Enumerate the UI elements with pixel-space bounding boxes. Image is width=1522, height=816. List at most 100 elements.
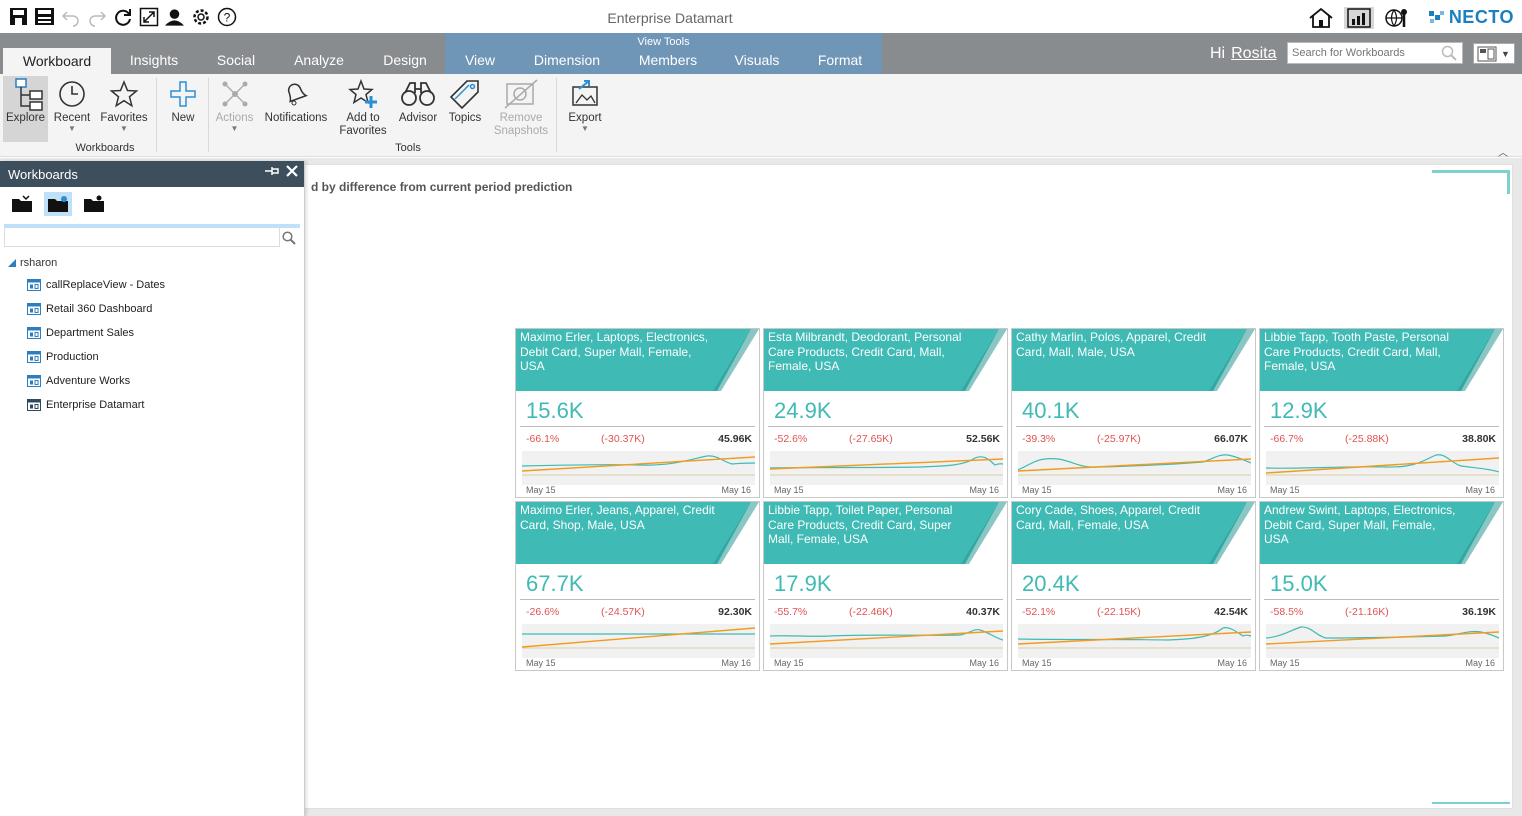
kpi-card[interactable]: Maximo Erler, Laptops, Electronics, Debi… [515, 328, 760, 498]
kpi-target: 42.54K [1214, 606, 1248, 618]
chevron-down-icon: ▼ [1501, 48, 1510, 59]
tab-format[interactable]: Format [817, 52, 863, 68]
kpi-divider [520, 426, 755, 427]
fullscreen-icon[interactable] [138, 6, 159, 27]
kpi-card-header: Cathy Marlin, Polos, Apparel, Credit Car… [1012, 329, 1255, 391]
kpi-card-title: Libbie Tapp, Tooth Paste, Personal Care … [1264, 330, 1450, 373]
kpi-percent-change: -66.7% [1270, 433, 1304, 445]
workboard-list-item-label: Department Sales [46, 327, 135, 339]
add-to-favorites-button[interactable]: Add to Favorites [337, 76, 389, 142]
panel-search-input[interactable] [4, 228, 280, 247]
kpi-card[interactable]: Libbie Tapp, Tooth Paste, Personal Care … [1259, 328, 1504, 498]
search-icon[interactable] [1441, 45, 1457, 64]
workboard-list-item[interactable]: Production [8, 345, 304, 369]
kpi-card[interactable]: Cathy Marlin, Polos, Apparel, Credit Car… [1011, 328, 1256, 498]
remove-snapshots-button[interactable]: Remove Snapshots [492, 76, 550, 142]
layout-selector-button[interactable]: ▼ [1473, 43, 1515, 64]
save-icon[interactable] [8, 6, 29, 27]
tab-social[interactable]: Social [216, 52, 256, 68]
panel-header-buttons [264, 165, 298, 180]
notifications-button[interactable]: Notifications [262, 76, 330, 142]
kpi-end-date: May 16 [721, 658, 751, 668]
kpi-card[interactable]: Esta Milbrandt, Deodorant, Personal Care… [763, 328, 1008, 498]
necto-logo: NECTO [1428, 7, 1514, 28]
kpi-card-title: Esta Milbrandt, Deodorant, Personal Care… [768, 330, 962, 373]
workboard-list-item[interactable]: Department Sales [8, 321, 304, 345]
workboard-list-item[interactable]: callReplaceView - Dates [8, 273, 304, 297]
home-icon[interactable] [1306, 7, 1336, 29]
tag-icon [449, 76, 481, 112]
users-icon[interactable] [164, 6, 185, 27]
favorites-button[interactable]: Favorites ▼ [98, 76, 150, 142]
new-label: New [171, 112, 195, 124]
kpi-difference: (-21.16K) [1345, 606, 1389, 618]
topics-button[interactable]: Topics [444, 76, 486, 142]
title-bar: ? Enterprise Datamart NECTO [0, 0, 1522, 33]
tab-visuals[interactable]: Visuals [734, 52, 780, 68]
kpi-difference: (-25.97K) [1097, 433, 1141, 445]
kpi-card[interactable]: Cory Cade, Shoes, Apparel, Credit Card, … [1011, 501, 1256, 671]
pin-icon[interactable] [264, 165, 280, 180]
folder-icon[interactable] [8, 192, 36, 216]
actual-series-line [1266, 454, 1499, 473]
kpi-sparkline [1018, 451, 1251, 485]
explore-button[interactable]: Explore [3, 76, 48, 142]
tab-members[interactable]: Members [638, 52, 698, 68]
tab-workboard[interactable]: Workboard [3, 48, 111, 74]
kpi-end-date: May 16 [1217, 485, 1247, 495]
export-dropdown-caret: ▼ [581, 124, 589, 133]
globe-tools-icon[interactable] [1382, 7, 1412, 29]
kpi-sparkline [522, 624, 755, 658]
expand-arrow-icon [8, 259, 16, 267]
tree-root[interactable]: rsharon [8, 253, 304, 273]
recent-button[interactable]: Recent ▼ [52, 76, 92, 142]
user-name-link[interactable]: Rosita [1231, 45, 1277, 62]
tab-dimension[interactable]: Dimension [533, 52, 601, 68]
kpi-value: 17.9K [774, 571, 832, 596]
redo-icon[interactable] [86, 6, 107, 27]
tab-view[interactable]: View [464, 52, 496, 68]
tab-design[interactable]: Design [383, 52, 427, 68]
workboard-list-item[interactable]: Adventure Works [8, 369, 304, 393]
undo-icon[interactable] [60, 6, 81, 27]
collapse-ribbon-icon[interactable]: ︿ [1498, 148, 1508, 159]
kpi-card[interactable]: Maximo Erler, Jeans, Apparel, Credit Car… [515, 501, 760, 671]
kpi-percent-change: -39.3% [1022, 433, 1056, 445]
header-ribbon-decoration [1457, 329, 1503, 391]
export-button[interactable]: Export ▼ [563, 76, 607, 142]
kpi-card-header: Libbie Tapp, Toilet Paper, Personal Care… [764, 502, 1007, 564]
actual-series-line [770, 456, 1003, 469]
kpi-target: 36.19K [1462, 606, 1496, 618]
kpi-card[interactable]: Andrew Swint, Laptops, Electronics, Debi… [1259, 501, 1504, 671]
search-icon[interactable] [282, 231, 296, 248]
settings-icon[interactable] [190, 6, 211, 27]
advisor-button[interactable]: Advisor [396, 76, 440, 142]
actions-button[interactable]: Actions ▼ [212, 76, 257, 142]
kpi-start-date: May 15 [526, 658, 556, 668]
kpi-card[interactable]: Libbie Tapp, Toilet Paper, Personal Care… [763, 501, 1008, 671]
kpi-sparkline [1018, 624, 1251, 658]
workboard-list-item[interactable]: Retail 360 Dashboard [8, 297, 304, 321]
new-button[interactable]: New [162, 76, 204, 142]
prediction-series-line [522, 456, 755, 472]
explore-label: Explore [6, 112, 45, 124]
kpi-end-date: May 16 [1465, 658, 1495, 668]
tab-insights[interactable]: Insights [129, 52, 179, 68]
kpi-card-title: Libbie Tapp, Toilet Paper, Personal Care… [768, 503, 953, 546]
save-as-icon[interactable] [34, 6, 55, 27]
workboard-icon [27, 399, 41, 411]
search-workboards-input[interactable] [1288, 43, 1436, 63]
kpi-percent-change: -58.5% [1270, 606, 1304, 618]
panel-search [4, 224, 300, 247]
dashboard-icon[interactable] [1344, 7, 1374, 29]
help-icon[interactable]: ? [216, 6, 237, 27]
refresh-icon[interactable] [112, 6, 133, 27]
close-icon[interactable] [286, 165, 298, 180]
logo-text: NECTO [1448, 7, 1514, 27]
shared-folder-icon[interactable] [44, 192, 72, 216]
user-folder-icon[interactable] [80, 192, 108, 216]
kpi-card-header: Cory Cade, Shoes, Apparel, Credit Card, … [1012, 502, 1255, 564]
tab-analyze[interactable]: Analyze [294, 52, 344, 68]
workboard-list-item[interactable]: Enterprise Datamart [8, 393, 304, 417]
kpi-sparkline [770, 451, 1003, 485]
